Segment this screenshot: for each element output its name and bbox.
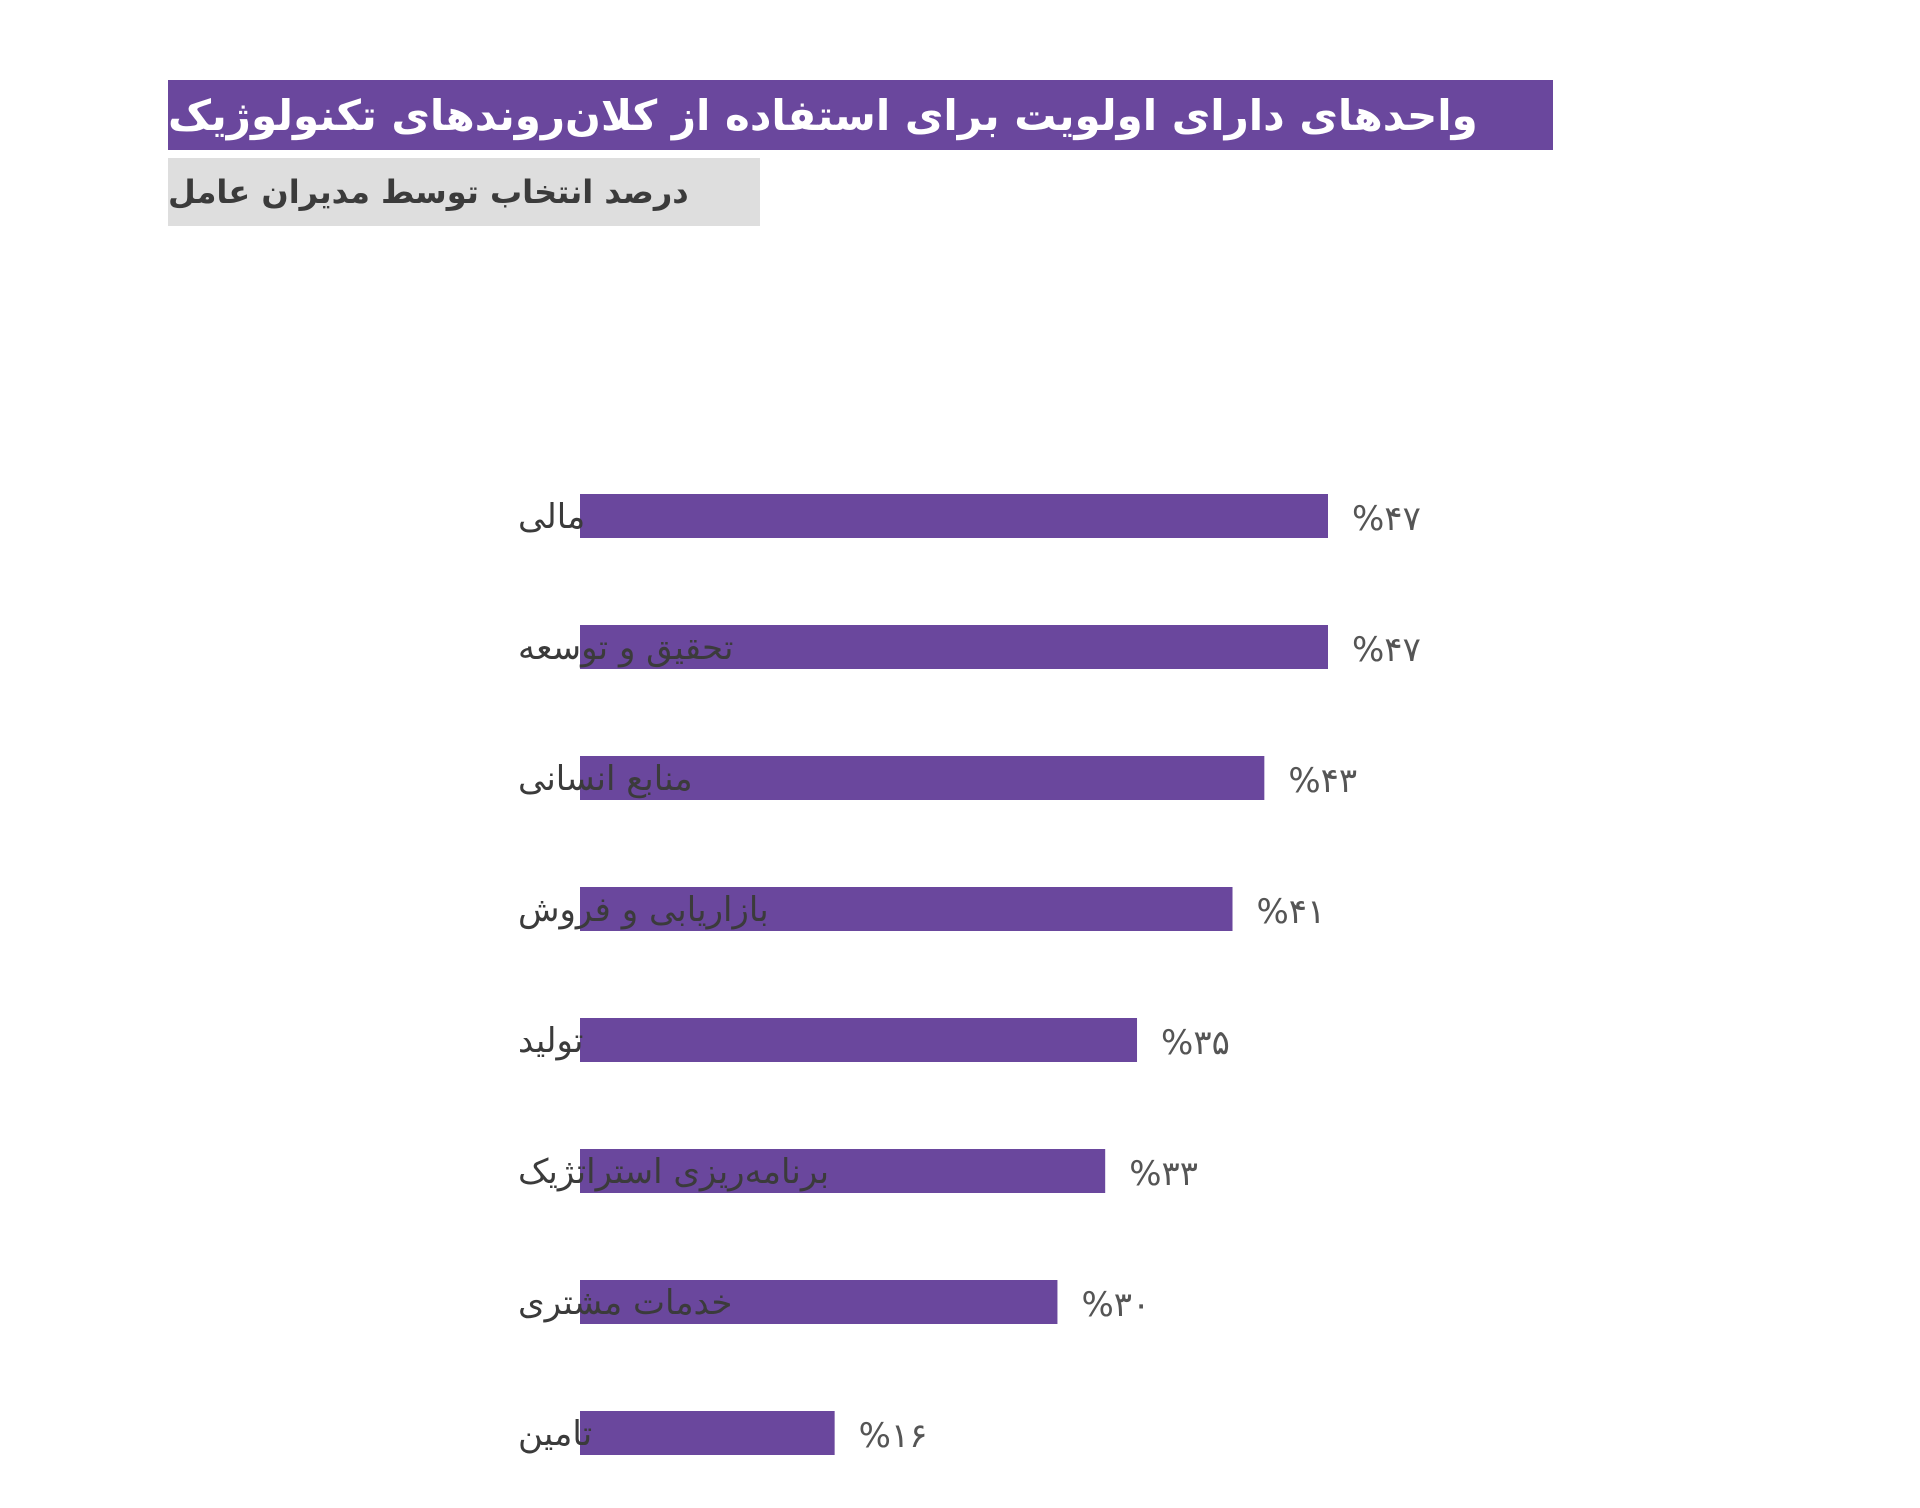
value-label-4: %۳۵ [1161, 1023, 1230, 1063]
value-label-0: %۴۷ [1352, 499, 1421, 539]
value-label-6: %۳۰ [1081, 1285, 1150, 1325]
category-label-4: تولید [518, 1021, 584, 1061]
chart-title: واحدهای دارای اولویت برای استفاده از کلا… [168, 80, 1553, 150]
category-label-0: مالی [518, 497, 585, 537]
chart-subtitle: درصد انتخاب توسط مدیران عامل [168, 158, 760, 226]
bar-6 [580, 1280, 1058, 1324]
category-label-3: بازاریابی و فروش [518, 890, 769, 930]
bar-5 [580, 1149, 1106, 1193]
category-label-5: برنامه‌ریزی استراتژیک [518, 1152, 829, 1192]
category-label-2: منابع انسانی [518, 759, 693, 799]
bar-4 [580, 1018, 1138, 1062]
bar-0 [580, 494, 1328, 538]
value-label-2: %۴۳ [1288, 761, 1357, 801]
bar-2 [580, 756, 1265, 800]
bar-1 [580, 625, 1328, 669]
bar-3 [580, 887, 1233, 931]
category-label-7: تامین [518, 1414, 592, 1454]
value-label-5: %۳۳ [1129, 1154, 1198, 1194]
value-label-1: %۴۷ [1352, 630, 1421, 670]
category-label-1: تحقیق و توسعه [518, 628, 733, 668]
value-label-7: %۱۶ [859, 1416, 928, 1456]
bar-7 [580, 1411, 835, 1455]
value-label-3: %۴۱ [1257, 892, 1326, 932]
category-label-6: خدمات مشتری [518, 1283, 732, 1323]
